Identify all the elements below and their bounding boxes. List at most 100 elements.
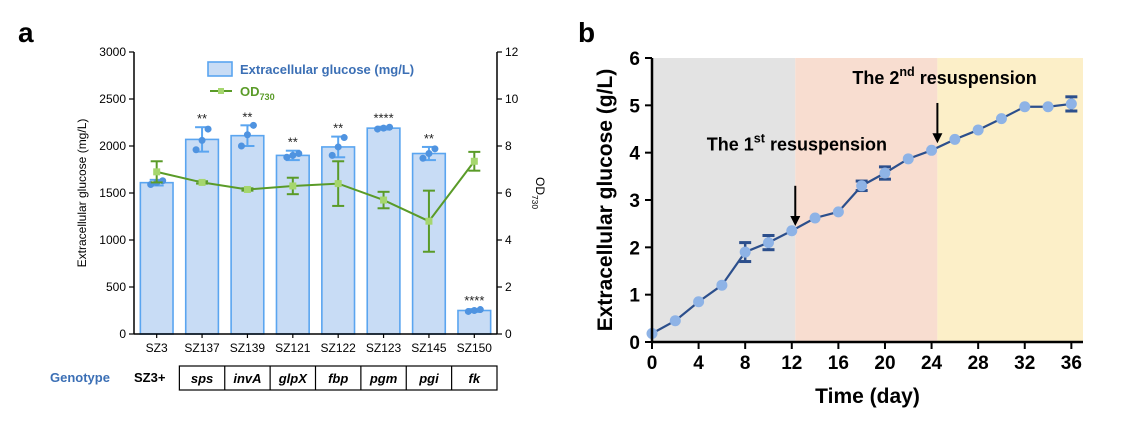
- x-tick-label: SZ122: [321, 341, 357, 355]
- replicate-point: [340, 134, 348, 142]
- od730-point: [243, 185, 251, 193]
- y-axis-title: Extracellular glucose (g/L): [594, 69, 617, 332]
- x-tick-label: 16: [828, 353, 849, 374]
- replicate-point: [204, 125, 212, 133]
- y-tick-label: 2: [629, 238, 640, 259]
- replicate-point: [425, 150, 433, 158]
- genotype-prefix: SZ3+: [134, 370, 166, 385]
- y-tick-label: 1500: [99, 186, 126, 200]
- x-tick-label: SZ137: [184, 341, 220, 355]
- replicate-point: [380, 124, 388, 132]
- x-tick-label: 20: [874, 353, 895, 374]
- x-tick-label: SZ121: [275, 341, 311, 355]
- bar: [366, 127, 401, 335]
- replicate-point: [374, 125, 382, 133]
- phase-background: [652, 58, 796, 342]
- annotation-label: The 1st resuspension: [707, 131, 887, 154]
- genotype-table: [178, 365, 498, 391]
- y-tick-label: 2500: [99, 92, 126, 106]
- x-tick-label: 12: [781, 353, 802, 374]
- x-tick-label: SZ123: [366, 341, 402, 355]
- y-tick-label: 3000: [99, 45, 126, 59]
- y2-tick-label: 6: [505, 186, 512, 200]
- y-tick-label: 0: [629, 333, 640, 354]
- y-tick-label: 0: [119, 327, 126, 341]
- y2-tick-label: 2: [505, 280, 512, 294]
- replicate-point: [470, 307, 478, 314]
- bar: [139, 181, 174, 335]
- bar: [457, 309, 492, 335]
- data-point: [856, 180, 868, 192]
- y2-tick-label: 0: [505, 327, 512, 341]
- x-tick-label: SZ3: [146, 341, 168, 355]
- y-tick-label: 4: [629, 144, 640, 165]
- replicate-point: [431, 145, 439, 153]
- data-point: [1019, 101, 1031, 113]
- significance-label: **: [333, 121, 343, 136]
- data-point: [926, 144, 938, 156]
- y2-tick-label: 10: [505, 92, 519, 106]
- y-tick-label: 3: [629, 191, 640, 212]
- od730-point: [153, 168, 161, 176]
- genotype-gene: fk: [469, 371, 481, 386]
- y2-tick-label: 8: [505, 139, 512, 153]
- data-point: [693, 296, 705, 308]
- data-point: [739, 246, 751, 258]
- significance-label: **: [197, 111, 207, 126]
- significance-label: **: [242, 109, 252, 124]
- annotation-arrow-head: [932, 133, 943, 144]
- x-tick-label: 8: [740, 353, 751, 374]
- y-axis-title: Extracellular glucose (mg/L): [75, 119, 89, 268]
- phase-background: [795, 58, 938, 342]
- data-point: [832, 206, 844, 218]
- genotype-label: Genotype: [50, 370, 110, 385]
- y-tick-label: 5: [629, 96, 640, 117]
- od730-point: [380, 196, 388, 204]
- replicate-point: [243, 131, 251, 139]
- replicate-point: [237, 142, 245, 150]
- y-tick-label: 500: [106, 280, 126, 294]
- data-point: [809, 212, 821, 224]
- replicate-point: [328, 151, 336, 159]
- replicate-point: [295, 150, 303, 158]
- od730-point: [289, 182, 297, 190]
- panel-label-b: b: [578, 17, 595, 48]
- replicate-point: [249, 121, 257, 129]
- genotype-gene: fbp: [328, 371, 348, 386]
- x-tick-label: SZ145: [411, 341, 447, 355]
- data-point: [1065, 98, 1077, 110]
- replicate-point: [386, 123, 394, 131]
- legend-label-glucose: Extracellular glucose (mg/L): [240, 62, 414, 77]
- data-point: [669, 315, 681, 327]
- replicate-point: [476, 306, 484, 314]
- od730-point: [425, 217, 433, 225]
- x-tick-label: 0: [647, 353, 658, 374]
- y-tick-label: 1: [629, 286, 640, 307]
- data-point: [995, 113, 1007, 125]
- y-tick-label: 1000: [99, 233, 126, 247]
- significance-label: **: [288, 135, 298, 150]
- genotype-gene: sps: [191, 371, 213, 386]
- data-point: [972, 124, 984, 136]
- data-point: [879, 167, 891, 179]
- annotation-arrow-head: [790, 216, 801, 227]
- genotype-gene: pgm: [369, 371, 398, 386]
- od730-point: [198, 178, 206, 186]
- panel-label-a: a: [18, 17, 34, 48]
- y2-tick-label: 4: [505, 233, 512, 247]
- x-tick-label: 28: [968, 353, 989, 374]
- x-tick-label: 24: [921, 353, 943, 374]
- x-axis-title: Time (day): [815, 385, 920, 408]
- replicate-point: [464, 307, 472, 315]
- replicate-point: [283, 153, 291, 161]
- bar: [184, 138, 220, 335]
- genotype-gene: glpX: [278, 371, 308, 386]
- legend-label-od730: OD730: [240, 84, 275, 102]
- significance-label: ****: [464, 293, 484, 308]
- data-point: [1042, 101, 1054, 113]
- replicate-point: [198, 136, 206, 144]
- x-tick-label: SZ150: [457, 341, 493, 355]
- y-tick-label: 2000: [99, 139, 126, 153]
